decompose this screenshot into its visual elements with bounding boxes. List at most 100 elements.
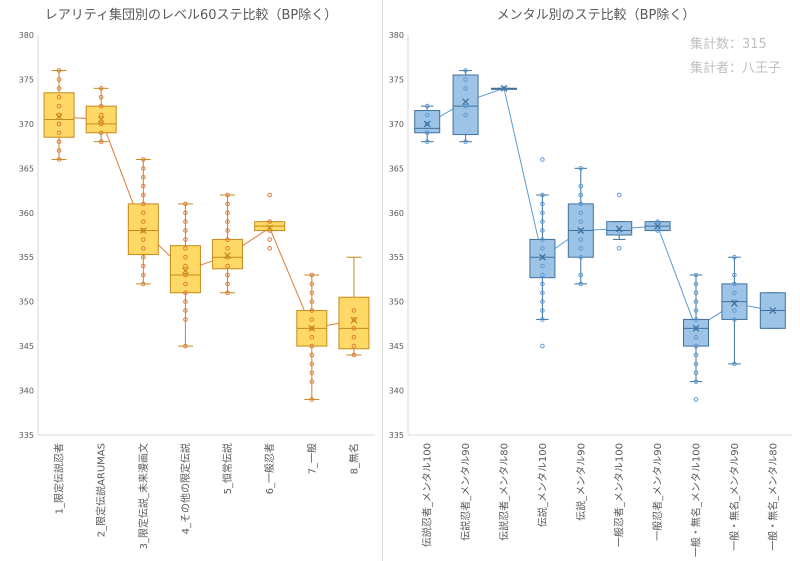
data-point — [424, 103, 430, 109]
data-point — [141, 246, 146, 251]
data-point — [351, 334, 357, 340]
y-tick-label: 360 — [389, 209, 404, 218]
data-point — [183, 317, 188, 322]
x-category-label: 伝説忍者_メンタル100 — [421, 443, 434, 547]
data-point — [540, 246, 545, 251]
data-point — [424, 130, 430, 136]
x-category-label: 2_限定伝説ARUMAS — [95, 443, 108, 537]
data-point — [693, 299, 699, 304]
data-point — [309, 272, 315, 278]
x-category-label: 7_一般 — [305, 443, 318, 474]
data-point — [463, 68, 468, 73]
data-point — [309, 361, 315, 367]
data-point — [225, 228, 230, 233]
data-point — [183, 201, 188, 207]
data-point — [693, 379, 699, 384]
annotation-count: 集計数：315 — [690, 36, 767, 52]
data-point — [56, 121, 62, 127]
data-point — [540, 219, 545, 224]
y-tick-label: 345 — [389, 342, 404, 351]
data-point — [183, 237, 188, 242]
y-tick-label: 340 — [19, 387, 34, 396]
data-point — [183, 263, 188, 269]
data-point — [578, 183, 584, 189]
data-point — [540, 192, 545, 198]
data-point — [98, 139, 104, 144]
data-point — [267, 228, 272, 233]
data-point — [693, 352, 699, 358]
y-tick-label: 335 — [389, 431, 404, 440]
data-point — [183, 228, 188, 233]
data-point — [732, 272, 737, 278]
mean-marker — [500, 84, 508, 92]
y-tick-label: 350 — [389, 298, 404, 307]
data-point — [693, 272, 699, 278]
chart-title: メンタル別のステ比較（BP除く） — [497, 8, 696, 23]
data-point — [540, 272, 545, 278]
data-point — [309, 352, 315, 358]
x-category-label: 伝説忍者_メンタル80 — [498, 443, 511, 541]
data-point — [183, 272, 188, 278]
data-point — [616, 246, 622, 251]
data-point — [309, 317, 315, 322]
data-point — [56, 130, 62, 136]
data-point — [578, 228, 584, 233]
x-category-label: 1_限定伝説忍者 — [53, 443, 66, 514]
data-point — [540, 228, 545, 233]
data-point — [267, 219, 272, 224]
data-point — [693, 370, 699, 376]
data-point — [141, 272, 146, 278]
data-point — [540, 201, 545, 207]
annotation-author: 集計者：八王子 — [690, 60, 781, 76]
data-point — [309, 326, 315, 331]
data-point — [98, 86, 104, 91]
data-point — [141, 237, 146, 242]
data-point — [56, 157, 62, 162]
data-point — [578, 272, 584, 278]
y-tick-label: 355 — [389, 253, 404, 262]
data-point — [225, 201, 230, 207]
data-point — [655, 228, 660, 233]
data-point — [141, 263, 146, 269]
data-point — [540, 290, 545, 296]
data-point — [141, 157, 146, 162]
data-point — [463, 112, 468, 118]
data-point — [141, 166, 146, 171]
x-category-label: 伝説忍者_メンタル90 — [459, 443, 472, 541]
data-point — [578, 237, 584, 242]
data-point — [693, 334, 699, 340]
x-category-label: 6_一般忍者 — [263, 443, 276, 494]
data-point — [98, 112, 104, 118]
mean-marker — [462, 98, 470, 106]
data-point — [56, 68, 62, 73]
x-category-label: 5_恒常伝説 — [221, 443, 234, 494]
data-point — [351, 317, 357, 322]
data-point — [732, 317, 737, 322]
data-point — [578, 246, 584, 251]
data-point — [267, 192, 272, 198]
data-point — [732, 254, 737, 260]
data-point — [540, 237, 545, 242]
x-category-label: 一般・無名_メンタル90 — [728, 443, 741, 551]
data-point — [141, 183, 146, 189]
data-point — [56, 103, 62, 109]
data-point — [183, 219, 188, 224]
data-point — [463, 77, 468, 82]
data-point — [56, 94, 62, 100]
data-point — [225, 281, 230, 287]
data-point — [225, 272, 230, 278]
box — [43, 92, 75, 138]
data-point — [183, 299, 188, 304]
data-point — [732, 308, 737, 313]
data-point — [424, 139, 430, 144]
mean-line — [426, 87, 773, 330]
mean-marker — [350, 316, 358, 324]
mean-marker — [182, 267, 189, 274]
data-point — [225, 246, 230, 251]
data-point — [578, 201, 584, 207]
data-point — [98, 103, 104, 109]
data-point — [309, 343, 315, 349]
data-point — [309, 379, 315, 384]
data-point — [225, 210, 230, 216]
box — [338, 296, 370, 350]
